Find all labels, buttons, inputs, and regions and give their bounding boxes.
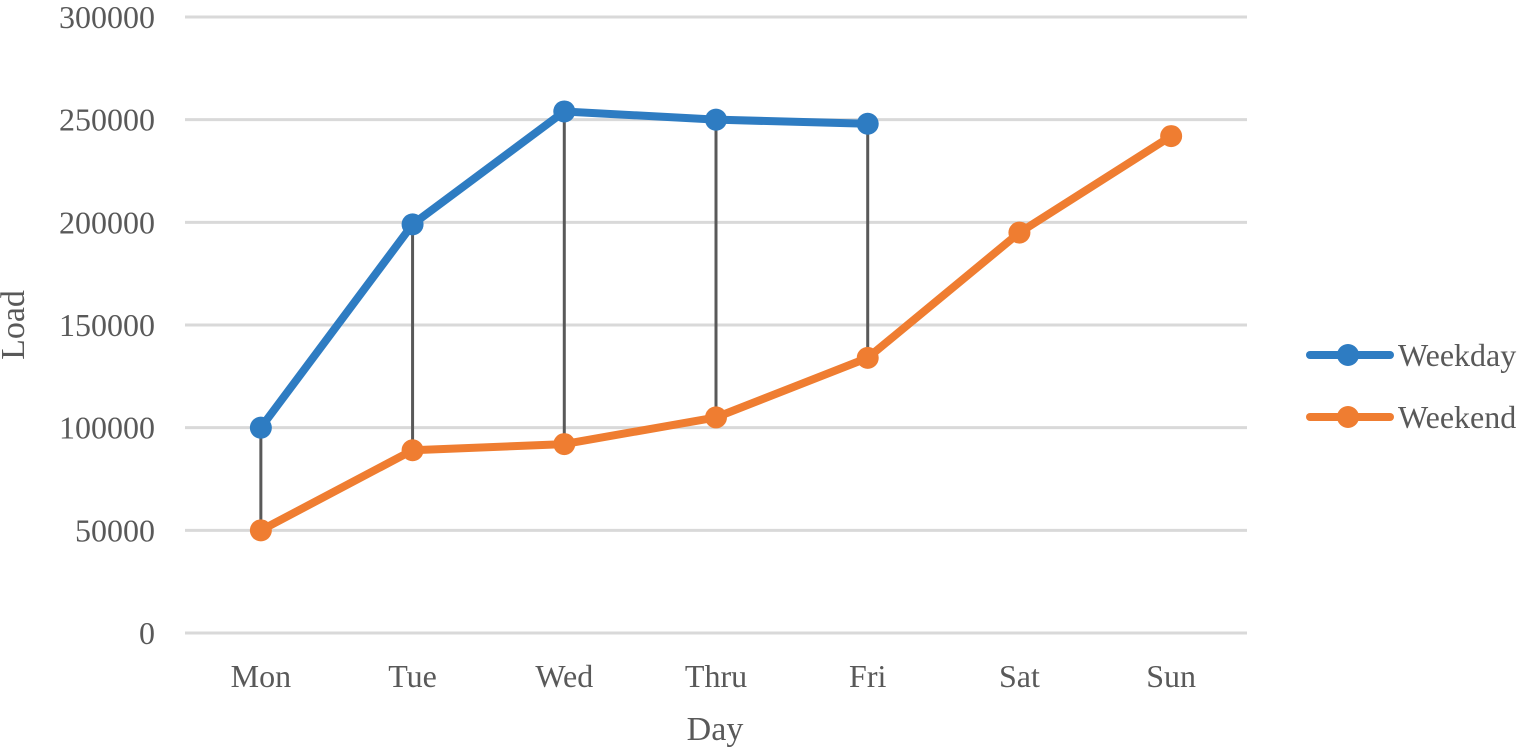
data-point-weekday — [553, 100, 576, 123]
data-point-weekend — [1008, 221, 1031, 244]
legend-item-weekend: Weekend — [1306, 399, 1516, 435]
data-point-weekend — [553, 433, 576, 456]
data-point-weekend — [249, 519, 272, 542]
legend-label: Weekday — [1398, 337, 1516, 373]
y-tick-label: 150000 — [59, 307, 155, 343]
data-point-weekend — [401, 439, 424, 462]
y-axis-title: Load — [0, 290, 32, 360]
legend-item-weekday: Weekday — [1306, 337, 1516, 373]
x-axis-tick-labels: Mon Tue Wed Thru Fri Sat Sun — [231, 658, 1196, 694]
data-point-weekend — [705, 406, 727, 429]
legend: Weekday Weekend — [1306, 337, 1516, 435]
data-point-weekday — [249, 416, 272, 439]
x-tick-label: Mon — [231, 658, 291, 694]
y-axis-tick-labels: 0 50000 100000 150000 200000 250000 300000 — [59, 0, 155, 651]
series-points — [249, 100, 1183, 542]
data-point-weekday — [856, 112, 879, 135]
x-tick-label: Wed — [535, 658, 593, 694]
y-tick-label: 300000 — [59, 0, 155, 35]
x-axis-title: Day — [687, 711, 744, 748]
data-point-weekday — [705, 108, 727, 131]
x-tick-label: Thru — [685, 658, 747, 694]
y-tick-label: 200000 — [59, 204, 155, 240]
y-tick-label: 0 — [139, 615, 155, 651]
data-point-weekend — [1160, 125, 1183, 148]
x-tick-label: Tue — [388, 658, 437, 694]
y-tick-label: 50000 — [75, 512, 155, 548]
x-tick-label: Sat — [999, 658, 1040, 694]
data-point-weekend — [856, 346, 879, 369]
x-tick-label: Sun — [1146, 658, 1196, 694]
y-tick-label: 250000 — [59, 102, 155, 138]
legend-marker — [1337, 344, 1359, 366]
drop-lines — [259, 111, 870, 531]
legend-marker — [1337, 406, 1359, 428]
legend-label: Weekend — [1398, 399, 1516, 435]
y-tick-label: 100000 — [59, 410, 155, 446]
x-tick-label: Fri — [849, 658, 886, 694]
data-point-weekday — [401, 213, 424, 236]
